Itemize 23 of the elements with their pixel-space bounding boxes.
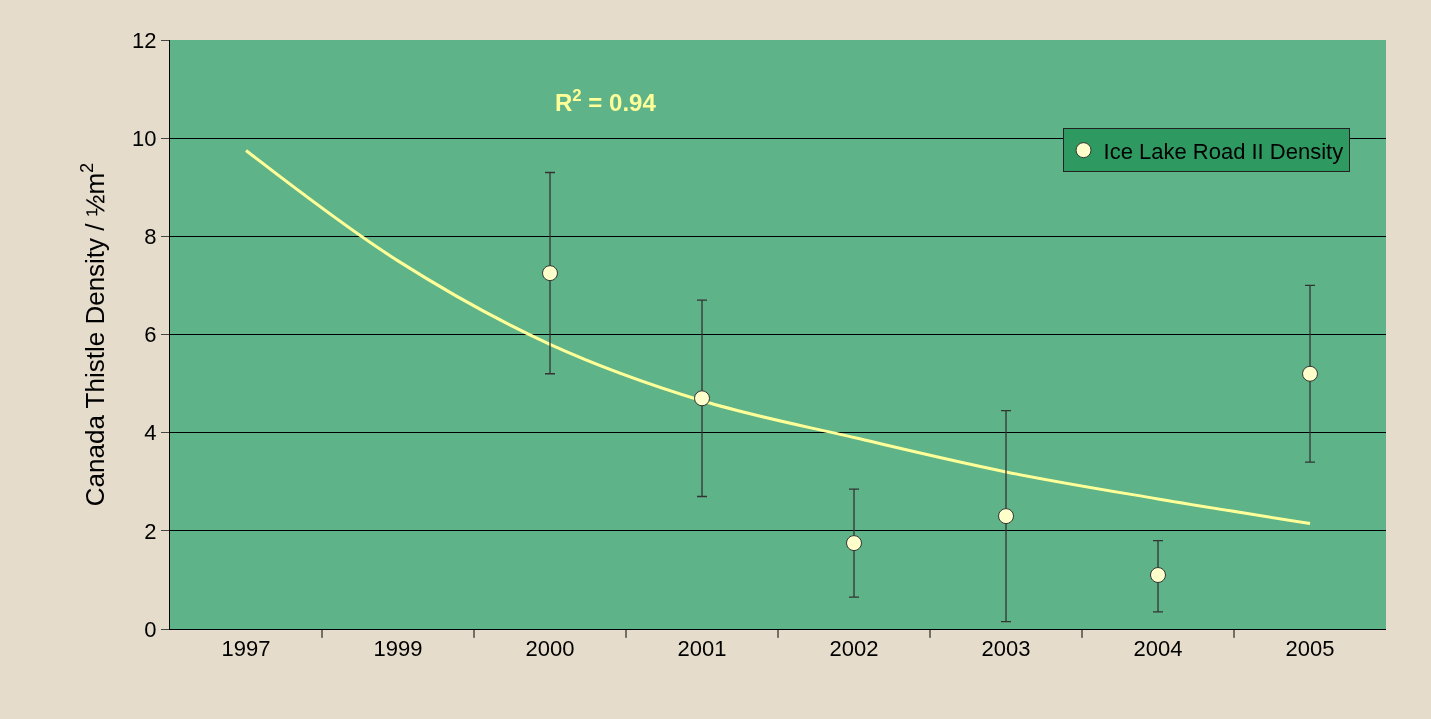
point <box>846 535 862 552</box>
x-tick-label: 1999 <box>373 636 423 662</box>
x-tick-label: 2005 <box>1285 636 1335 662</box>
point <box>542 265 558 282</box>
point <box>694 390 710 407</box>
y-tick-label: 12 <box>132 27 157 53</box>
y-tick-label: 6 <box>144 322 157 348</box>
point <box>1302 365 1318 382</box>
x-tick-label: 2000 <box>525 636 575 662</box>
legend-label: Ice Lake Road II Density <box>1103 138 1344 164</box>
y-tick-label: 4 <box>144 420 157 446</box>
point <box>998 508 1014 525</box>
x-tick-label: 2002 <box>829 636 879 662</box>
y-tick-label: 8 <box>144 224 157 250</box>
y-tick-label: 2 <box>144 518 157 544</box>
x-tick-label: 2004 <box>1133 636 1183 662</box>
y-tick-label: 10 <box>132 125 157 151</box>
annotation: R$^{2}$ = 0.94 <box>555 86 657 117</box>
x-tick-label: 2001 <box>677 636 727 662</box>
point <box>1150 567 1166 583</box>
x-tick-label: 2003 <box>981 636 1031 662</box>
y-tick-label: 0 <box>144 616 157 642</box>
x-tick-label: 1997 <box>221 636 271 662</box>
